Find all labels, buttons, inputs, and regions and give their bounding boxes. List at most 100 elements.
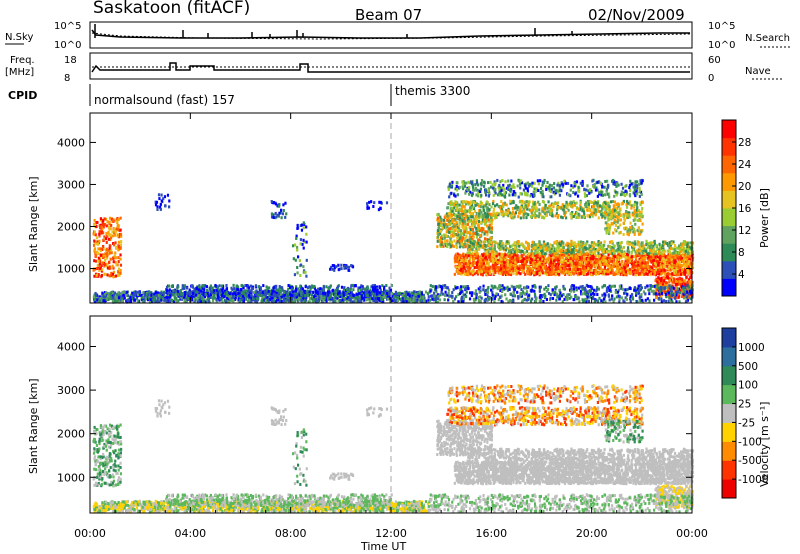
power-cell [512,271,515,275]
power-cell [574,255,577,259]
power-cell [487,261,490,265]
power-cell [554,256,557,260]
power-cell [453,233,456,237]
power-cell [461,236,465,240]
power-cell [668,261,671,265]
power-cell [227,298,230,302]
power-cell [634,270,637,274]
power-cell [517,267,520,271]
power-cell [161,292,164,296]
power-cell [381,284,384,288]
power-cell [522,263,526,267]
power-cell [653,271,657,275]
power-cell [523,260,527,264]
power-cell [116,263,119,267]
power-cell [278,294,281,298]
power-cell [607,253,610,257]
power-cell [221,286,225,290]
power-cell [561,255,564,259]
power-cell [298,259,301,263]
power-cell [332,299,335,303]
power-cell [295,295,298,299]
power-cell [617,254,620,258]
power-cell [482,265,485,269]
power-cell [620,260,623,264]
power-cell [289,286,292,290]
power-cell [501,257,504,261]
power-cell [464,258,468,262]
power-cell [562,253,566,257]
power-cell [544,259,547,263]
power-cell [595,259,598,263]
power-cell [490,226,494,230]
power-cell [168,288,171,292]
power-cell [362,296,365,300]
power-cell [318,290,322,294]
power-cell [104,237,107,241]
power-cell [101,248,104,252]
power-cell [160,292,163,296]
power-cell [593,271,596,275]
power-cell [101,227,104,231]
power-cell [121,299,125,303]
power-cell [160,298,163,302]
power-cell [655,259,659,263]
power-cell [549,272,552,276]
power-cell [657,270,660,274]
power-cell [119,257,122,261]
power-cell [673,271,676,275]
power-cell [110,271,113,275]
power-cell [550,267,553,271]
power-cell [651,272,654,276]
power-cell [551,252,554,256]
power-cell [233,287,236,291]
power-cell [634,255,638,259]
power-cell [108,220,111,224]
power-cell [285,293,289,297]
power-cell [386,294,389,298]
power-cell [273,293,276,297]
power-cell [351,265,355,269]
power-cell [221,284,225,288]
power-cell [207,299,210,303]
power-cell [538,261,541,265]
power-cell [427,300,430,304]
power-cell [509,273,513,277]
power-cell [98,230,101,234]
power-cell [226,293,229,297]
noise-right-label: N.Search [745,33,790,44]
power-cell [619,269,622,273]
power-cell [445,226,448,230]
power-cell [123,292,126,296]
power-cell [137,293,140,297]
power-cell [315,290,318,294]
power-cell [106,220,109,224]
noise-right-tick-bottom: 10^0 [708,40,735,51]
power-cell [519,272,522,276]
power-cell [637,260,640,264]
power-cell [232,299,235,303]
power-cell [511,261,514,265]
power-cell [462,228,466,232]
power-cell [368,290,371,294]
power-cell [662,260,665,264]
power-cell [385,201,389,205]
power-cell [360,284,363,288]
power-cell [620,272,624,276]
power-cell [295,236,298,240]
power-cell [165,291,168,295]
power-cell [451,230,454,234]
power-cell [454,252,458,256]
power-cell [469,240,472,244]
power-cell [473,253,477,257]
power-cell [374,285,377,289]
power-cell [114,291,117,295]
power-cell [472,257,476,261]
power-cell [436,245,439,249]
power-cell [590,269,593,273]
power-cell [662,262,665,266]
power-cell [99,249,102,253]
power-cell [305,274,308,278]
power-cell [293,294,296,298]
power-cell [489,259,493,263]
